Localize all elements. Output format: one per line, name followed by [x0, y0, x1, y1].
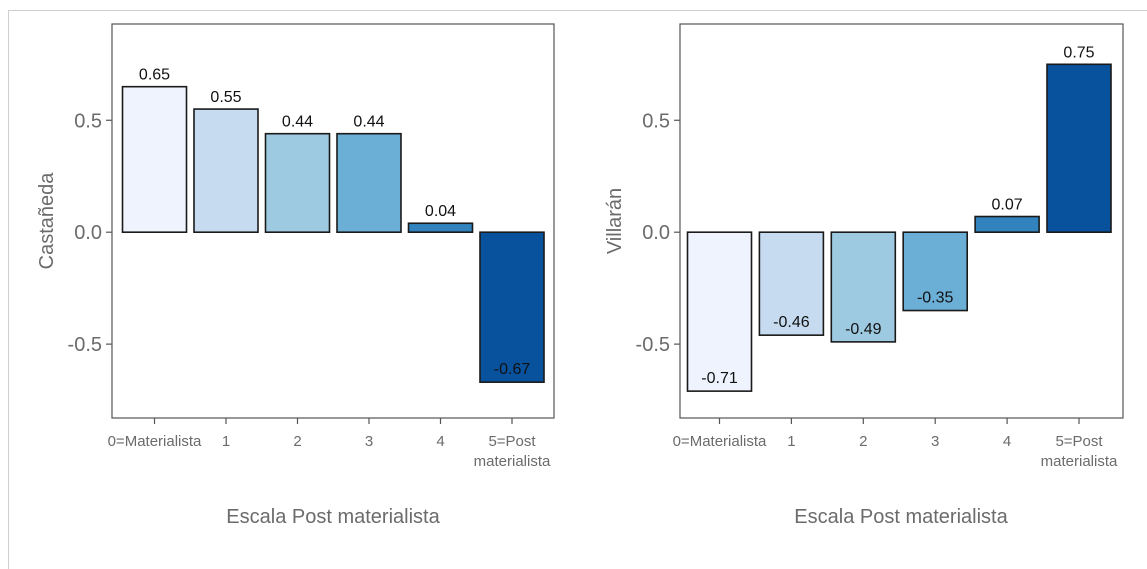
x-axis-label-1: Escala Post materialista: [226, 506, 440, 528]
bar-5: [479, 231, 545, 383]
figure-frame: [8, 10, 1147, 569]
x-tick-label: 0=Materialista: [673, 433, 767, 450]
x-axis-label-2: Escala Post materialista: [794, 506, 1008, 528]
bar-4: [974, 215, 1040, 233]
x-tick-label: 3: [365, 433, 373, 450]
chart-panel-villaran: -0.71-0.46 -0.49-0.350.070.75 -0.50.00.5 …: [604, 23, 1124, 528]
y-tick-label: 0.5: [642, 110, 670, 132]
bar-1: [758, 231, 825, 336]
y-axis-label-2: Villarán: [604, 188, 626, 254]
bar-3: [336, 132, 402, 233]
bars-2: [686, 63, 1112, 392]
bar-2: [830, 231, 897, 343]
data-label: 0.75: [1063, 44, 1094, 61]
data-label: 0.65: [139, 67, 170, 84]
data-label: 0.04: [425, 203, 456, 220]
bars-1: [121, 85, 545, 383]
value-labels-1: 0.65 0.55 0.44 0.44 0.04 -0.67: [139, 67, 530, 379]
y-axis-label-1: Castañeda: [36, 172, 58, 270]
x-tick-label: 0=Materialista: [108, 433, 202, 450]
plot-border-1: [111, 23, 555, 419]
data-label: -0.46: [773, 314, 810, 331]
bar-0: [121, 85, 188, 233]
x-tick-label: 1: [787, 433, 795, 450]
bar-3: [902, 231, 969, 312]
y-tick-label: 0.0: [642, 222, 670, 244]
x-tick-label: 5=Post materialista: [1041, 433, 1118, 470]
value-labels-2: -0.71 -0.46 -0.49 -0.35 0.07 0.75: [701, 44, 1094, 387]
data-label: -0.67: [494, 361, 531, 378]
bar-2: [264, 132, 331, 233]
y-tick-label: -0.5: [68, 334, 102, 356]
bar-4: [407, 222, 474, 233]
data-label: 0.07: [992, 197, 1023, 214]
y-tick-label: 0.0: [74, 222, 102, 244]
data-label: -0.71: [701, 370, 738, 387]
bar-1: [193, 108, 259, 233]
data-label: 0.44: [282, 114, 313, 131]
x-tick-label: 2: [859, 433, 867, 450]
x-tick-label: 3: [931, 433, 939, 450]
y-ticks-1: -0.5 0.0 0.5: [68, 110, 112, 356]
x-tick-label: 2: [293, 433, 301, 450]
x-ticks-2: 0=Materialista 1 2 3 4 5=Post materialista: [673, 418, 1118, 470]
x-ticks-1: 0=Materialista 1 2 3 4 5=Post materialista: [108, 418, 551, 470]
x-tick-label: 4: [436, 433, 444, 450]
chart-panel-castaneda: 0.65 0.55 0.44 0.44 0.04 -0.67 -0.5 0.0 0.5 0=M…: [36, 23, 555, 528]
y-ticks-2: -0.5 0.0 0.5: [636, 110, 680, 356]
data-label: -0.49: [845, 321, 882, 338]
data-label: -0.35: [917, 290, 954, 307]
y-tick-label: 0.5: [74, 110, 102, 132]
data-label: 0.55: [210, 89, 241, 106]
x-tick-label: 1: [222, 433, 230, 450]
x-tick-label: 5=Post materialista: [474, 433, 551, 470]
data-label: 0.44: [353, 114, 384, 131]
y-tick-label: -0.5: [636, 334, 670, 356]
x-tick-label: 4: [1003, 433, 1011, 450]
plot-border-2: [679, 23, 1124, 419]
bar-5: [1046, 63, 1112, 233]
bar-0: [686, 231, 753, 392]
